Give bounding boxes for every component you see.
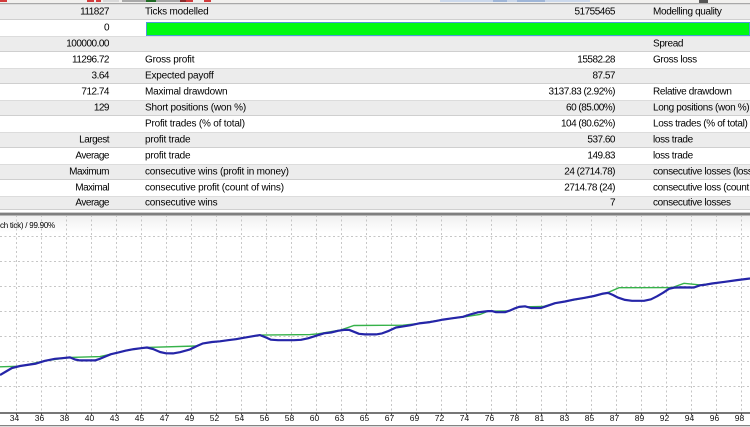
- svg-text:36: 36: [35, 413, 45, 423]
- svg-text:45: 45: [135, 413, 145, 423]
- svg-text:60: 60: [310, 413, 320, 423]
- svg-text:96: 96: [710, 413, 720, 423]
- svg-text:47: 47: [160, 413, 170, 423]
- svg-text:87: 87: [610, 413, 620, 423]
- svg-text:65: 65: [360, 413, 370, 423]
- svg-text:67: 67: [385, 413, 395, 423]
- svg-text:43: 43: [110, 413, 120, 423]
- svg-text:74: 74: [460, 413, 470, 423]
- svg-text:94: 94: [685, 413, 695, 423]
- svg-text:81: 81: [535, 413, 545, 423]
- svg-text:34: 34: [10, 413, 20, 423]
- svg-text:76: 76: [485, 413, 495, 423]
- svg-text:98: 98: [735, 413, 745, 423]
- svg-text:72: 72: [435, 413, 445, 423]
- svg-text:40: 40: [85, 413, 95, 423]
- svg-text:83: 83: [560, 413, 570, 423]
- svg-text:58: 58: [285, 413, 295, 423]
- svg-text:54: 54: [235, 413, 245, 423]
- svg-text:49: 49: [185, 413, 195, 423]
- svg-text:89: 89: [635, 413, 645, 423]
- svg-text:56: 56: [260, 413, 270, 423]
- svg-text:92: 92: [660, 413, 670, 423]
- svg-text:52: 52: [210, 413, 220, 423]
- svg-text:85: 85: [585, 413, 595, 423]
- svg-text:78: 78: [510, 413, 520, 423]
- svg-text:63: 63: [335, 413, 345, 423]
- svg-text:38: 38: [60, 413, 70, 423]
- svg-text:69: 69: [410, 413, 420, 423]
